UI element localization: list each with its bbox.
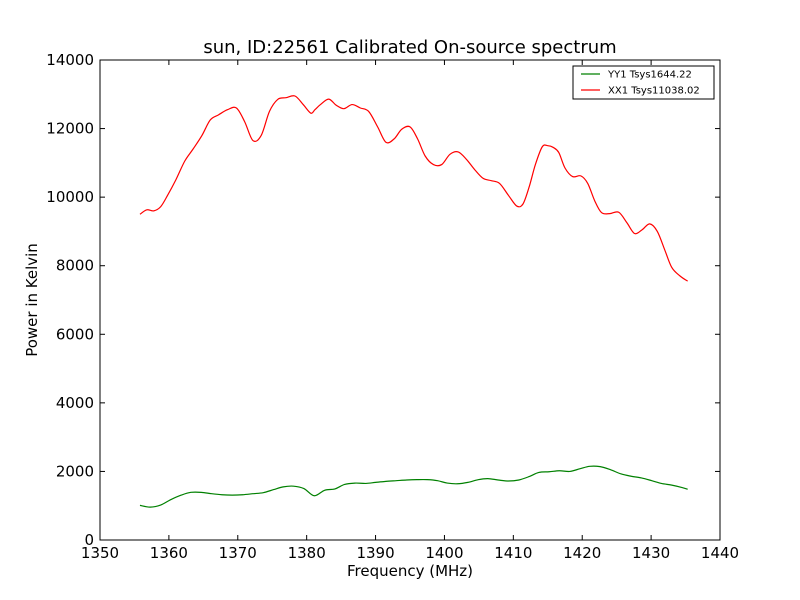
legend: YY1 Tsys1644.22 XX1 Tsys11038.02 — [572, 65, 715, 100]
y-tick-label: 12000 — [46, 120, 94, 138]
legend-label-yy1: YY1 Tsys1644.22 — [607, 70, 692, 81]
x-tick-label: 1410 — [494, 544, 532, 562]
x-tick-label: 1360 — [150, 544, 188, 562]
y-axis: 0 2000 4000 6000 8000 10000 12000 14000 — [46, 51, 720, 549]
x-tick-label: 1380 — [288, 544, 326, 562]
x-tick-label: 1350 — [81, 544, 119, 562]
y-tick-label: 6000 — [56, 325, 94, 343]
chart-title: sun, ID:22561 Calibrated On-source spect… — [203, 37, 616, 58]
y-tick-label: 2000 — [56, 462, 94, 480]
series-line-0 — [139, 465, 688, 508]
y-tick-label: 10000 — [46, 188, 94, 206]
x-tick-label: 1400 — [425, 544, 463, 562]
x-axis-label: Frequency (MHz) — [347, 562, 473, 580]
x-tick-label: 1420 — [563, 544, 601, 562]
y-tick-label: 14000 — [46, 51, 94, 69]
x-tick-label: 1370 — [219, 544, 257, 562]
y-tick-label: 4000 — [56, 394, 94, 412]
y-axis-label: Power in Kelvin — [23, 243, 41, 357]
legend-label-xx1: XX1 Tsys11038.02 — [608, 86, 700, 97]
x-tick-label: 1390 — [356, 544, 394, 562]
x-tick-label: 1430 — [632, 544, 670, 562]
y-tick-label: 0 — [84, 531, 94, 549]
plot-area-frame — [99, 59, 721, 541]
x-axis: 1350 1360 1370 1380 1390 1400 1410 1420 1430 1440 — [81, 60, 739, 562]
series-group — [139, 95, 688, 508]
x-tick-label: 1440 — [701, 544, 739, 562]
y-tick-label: 8000 — [56, 257, 94, 275]
legend-box — [572, 65, 715, 100]
series-line-1 — [139, 95, 688, 282]
